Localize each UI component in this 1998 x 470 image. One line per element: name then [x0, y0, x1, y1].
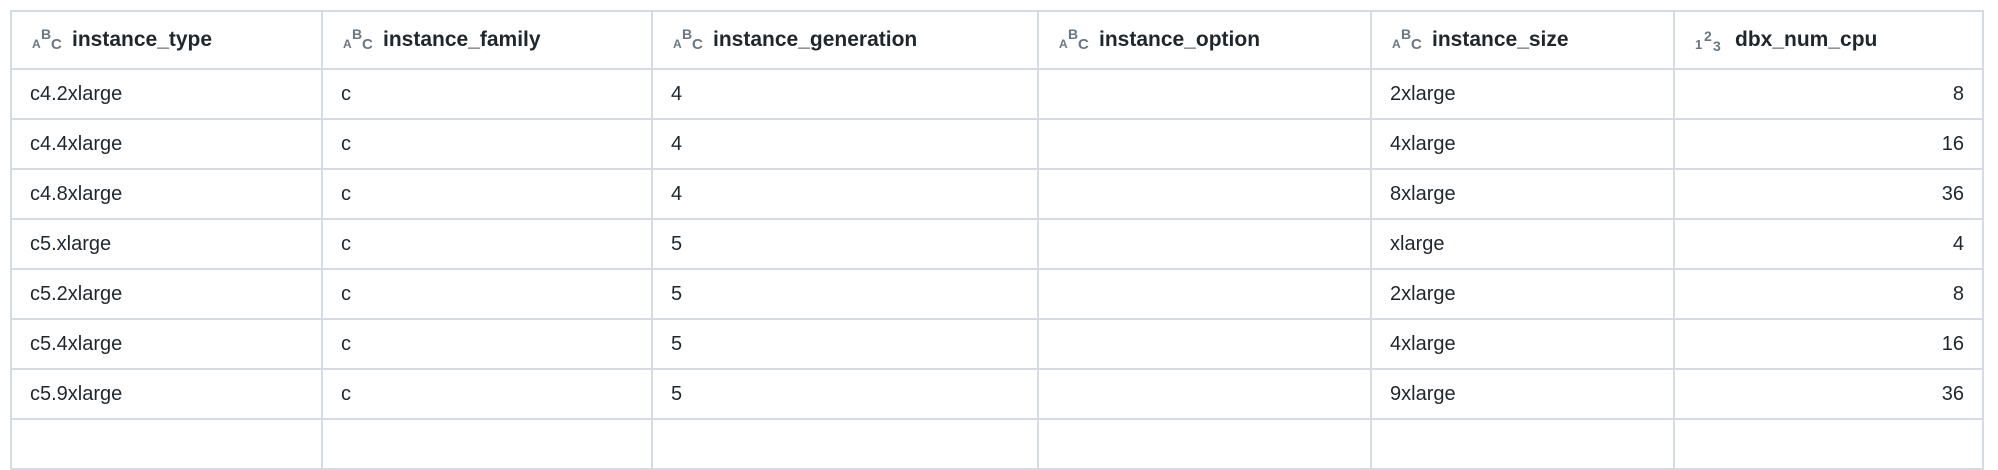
table-row — [10, 420, 1984, 470]
column-header-label: instance_family — [383, 28, 541, 51]
table-cell-dbx-num-cpu[interactable]: 8 — [1673, 270, 1984, 318]
table-cell-instance-option[interactable] — [1037, 70, 1370, 118]
column-header-label: instance_type — [72, 28, 213, 51]
table-cell-instance-generation[interactable]: 5 — [651, 370, 1037, 418]
table-cell-instance-generation[interactable]: 4 — [651, 120, 1037, 168]
column-header-instance-generation[interactable]: A B C instance_generation — [651, 12, 1037, 68]
table-cell-instance-family[interactable] — [321, 420, 651, 468]
table-row: c5.2xlarge c 5 2xlarge 8 — [10, 270, 1984, 320]
column-header-label: instance_size — [1432, 28, 1569, 51]
table-cell-dbx-num-cpu[interactable]: 36 — [1673, 170, 1984, 218]
table-cell-instance-size[interactable]: xlarge — [1370, 220, 1673, 268]
table-cell-instance-size[interactable]: 8xlarge — [1370, 170, 1673, 218]
table-cell-instance-option[interactable] — [1037, 270, 1370, 318]
column-header-label: instance_option — [1099, 28, 1261, 51]
table-row: c5.xlarge c 5 xlarge 4 — [10, 220, 1984, 270]
table-row: c4.2xlarge c 4 2xlarge 8 — [10, 70, 1984, 120]
table-cell-dbx-num-cpu[interactable]: 4 — [1673, 220, 1984, 268]
table-cell-instance-type[interactable]: c4.4xlarge — [10, 120, 321, 168]
table-cell-instance-family[interactable]: c — [321, 220, 651, 268]
column-header-label: dbx_num_cpu — [1735, 28, 1878, 51]
table-cell-instance-generation[interactable]: 4 — [651, 70, 1037, 118]
table-cell-instance-size[interactable]: 2xlarge — [1370, 70, 1673, 118]
table-row: c5.9xlarge c 5 9xlarge 36 — [10, 370, 1984, 420]
table-cell-dbx-num-cpu[interactable]: 36 — [1673, 370, 1984, 418]
table-cell-instance-option[interactable] — [1037, 420, 1370, 468]
column-header-instance-type[interactable]: A B C instance_type — [10, 12, 321, 68]
column-header-label: instance_generation — [713, 28, 918, 51]
table-cell-instance-size[interactable]: 4xlarge — [1370, 120, 1673, 168]
table-cell-instance-family[interactable]: c — [321, 170, 651, 218]
table-cell-instance-option[interactable] — [1037, 170, 1370, 218]
table-cell-instance-size[interactable]: 9xlarge — [1370, 370, 1673, 418]
table-cell-instance-size[interactable]: 4xlarge — [1370, 320, 1673, 368]
table-cell-instance-type[interactable]: c4.2xlarge — [10, 70, 321, 118]
column-header-instance-family[interactable]: A B C instance_family — [321, 12, 651, 68]
table-cell-instance-type[interactable]: c5.xlarge — [10, 220, 321, 268]
table-cell-instance-family[interactable]: c — [321, 70, 651, 118]
table-cell-instance-option[interactable] — [1037, 220, 1370, 268]
column-header-dbx-num-cpu[interactable]: 1 2 3 dbx_num_cpu — [1673, 12, 1984, 68]
column-header-instance-option[interactable]: A B C instance_option — [1037, 12, 1370, 68]
table-cell-instance-family[interactable]: c — [321, 320, 651, 368]
table-cell-instance-option[interactable] — [1037, 320, 1370, 368]
table-cell-instance-type[interactable]: c4.8xlarge — [10, 170, 321, 218]
table-cell-instance-option[interactable] — [1037, 370, 1370, 418]
column-header-instance-size[interactable]: A B C instance_size — [1370, 12, 1673, 68]
table-cell-instance-size[interactable] — [1370, 420, 1673, 468]
table-cell-instance-type[interactable]: c5.4xlarge — [10, 320, 321, 368]
table-cell-instance-family[interactable]: c — [321, 370, 651, 418]
results-table: A B C instance_type A B C instance_family A B C ins… — [10, 10, 1984, 470]
table-cell-instance-option[interactable] — [1037, 120, 1370, 168]
table-cell-instance-family[interactable]: c — [321, 120, 651, 168]
table-cell-instance-type[interactable]: c5.9xlarge — [10, 370, 321, 418]
table-cell-instance-family[interactable]: c — [321, 270, 651, 318]
table-cell-instance-generation[interactable]: 4 — [651, 170, 1037, 218]
table-header-row: A B C instance_type A B C instance_family A B C ins… — [10, 12, 1984, 70]
table-cell-dbx-num-cpu[interactable]: 16 — [1673, 320, 1984, 368]
table-cell-instance-generation[interactable]: 5 — [651, 320, 1037, 368]
table-cell-instance-generation[interactable]: 5 — [651, 270, 1037, 318]
table-row: c4.4xlarge c 4 4xlarge 16 — [10, 120, 1984, 170]
table-cell-dbx-num-cpu[interactable]: 16 — [1673, 120, 1984, 168]
table-cell-instance-generation[interactable] — [651, 420, 1037, 468]
table-cell-instance-generation[interactable]: 5 — [651, 220, 1037, 268]
table-cell-instance-type[interactable]: c5.2xlarge — [10, 270, 321, 318]
table-cell-dbx-num-cpu[interactable] — [1673, 420, 1984, 468]
table-row: c4.8xlarge c 4 8xlarge 36 — [10, 170, 1984, 220]
table-cell-instance-size[interactable]: 2xlarge — [1370, 270, 1673, 318]
table-cell-instance-type[interactable] — [10, 420, 321, 468]
table-cell-dbx-num-cpu[interactable]: 8 — [1673, 70, 1984, 118]
table-row: c5.4xlarge c 5 4xlarge 16 — [10, 320, 1984, 370]
